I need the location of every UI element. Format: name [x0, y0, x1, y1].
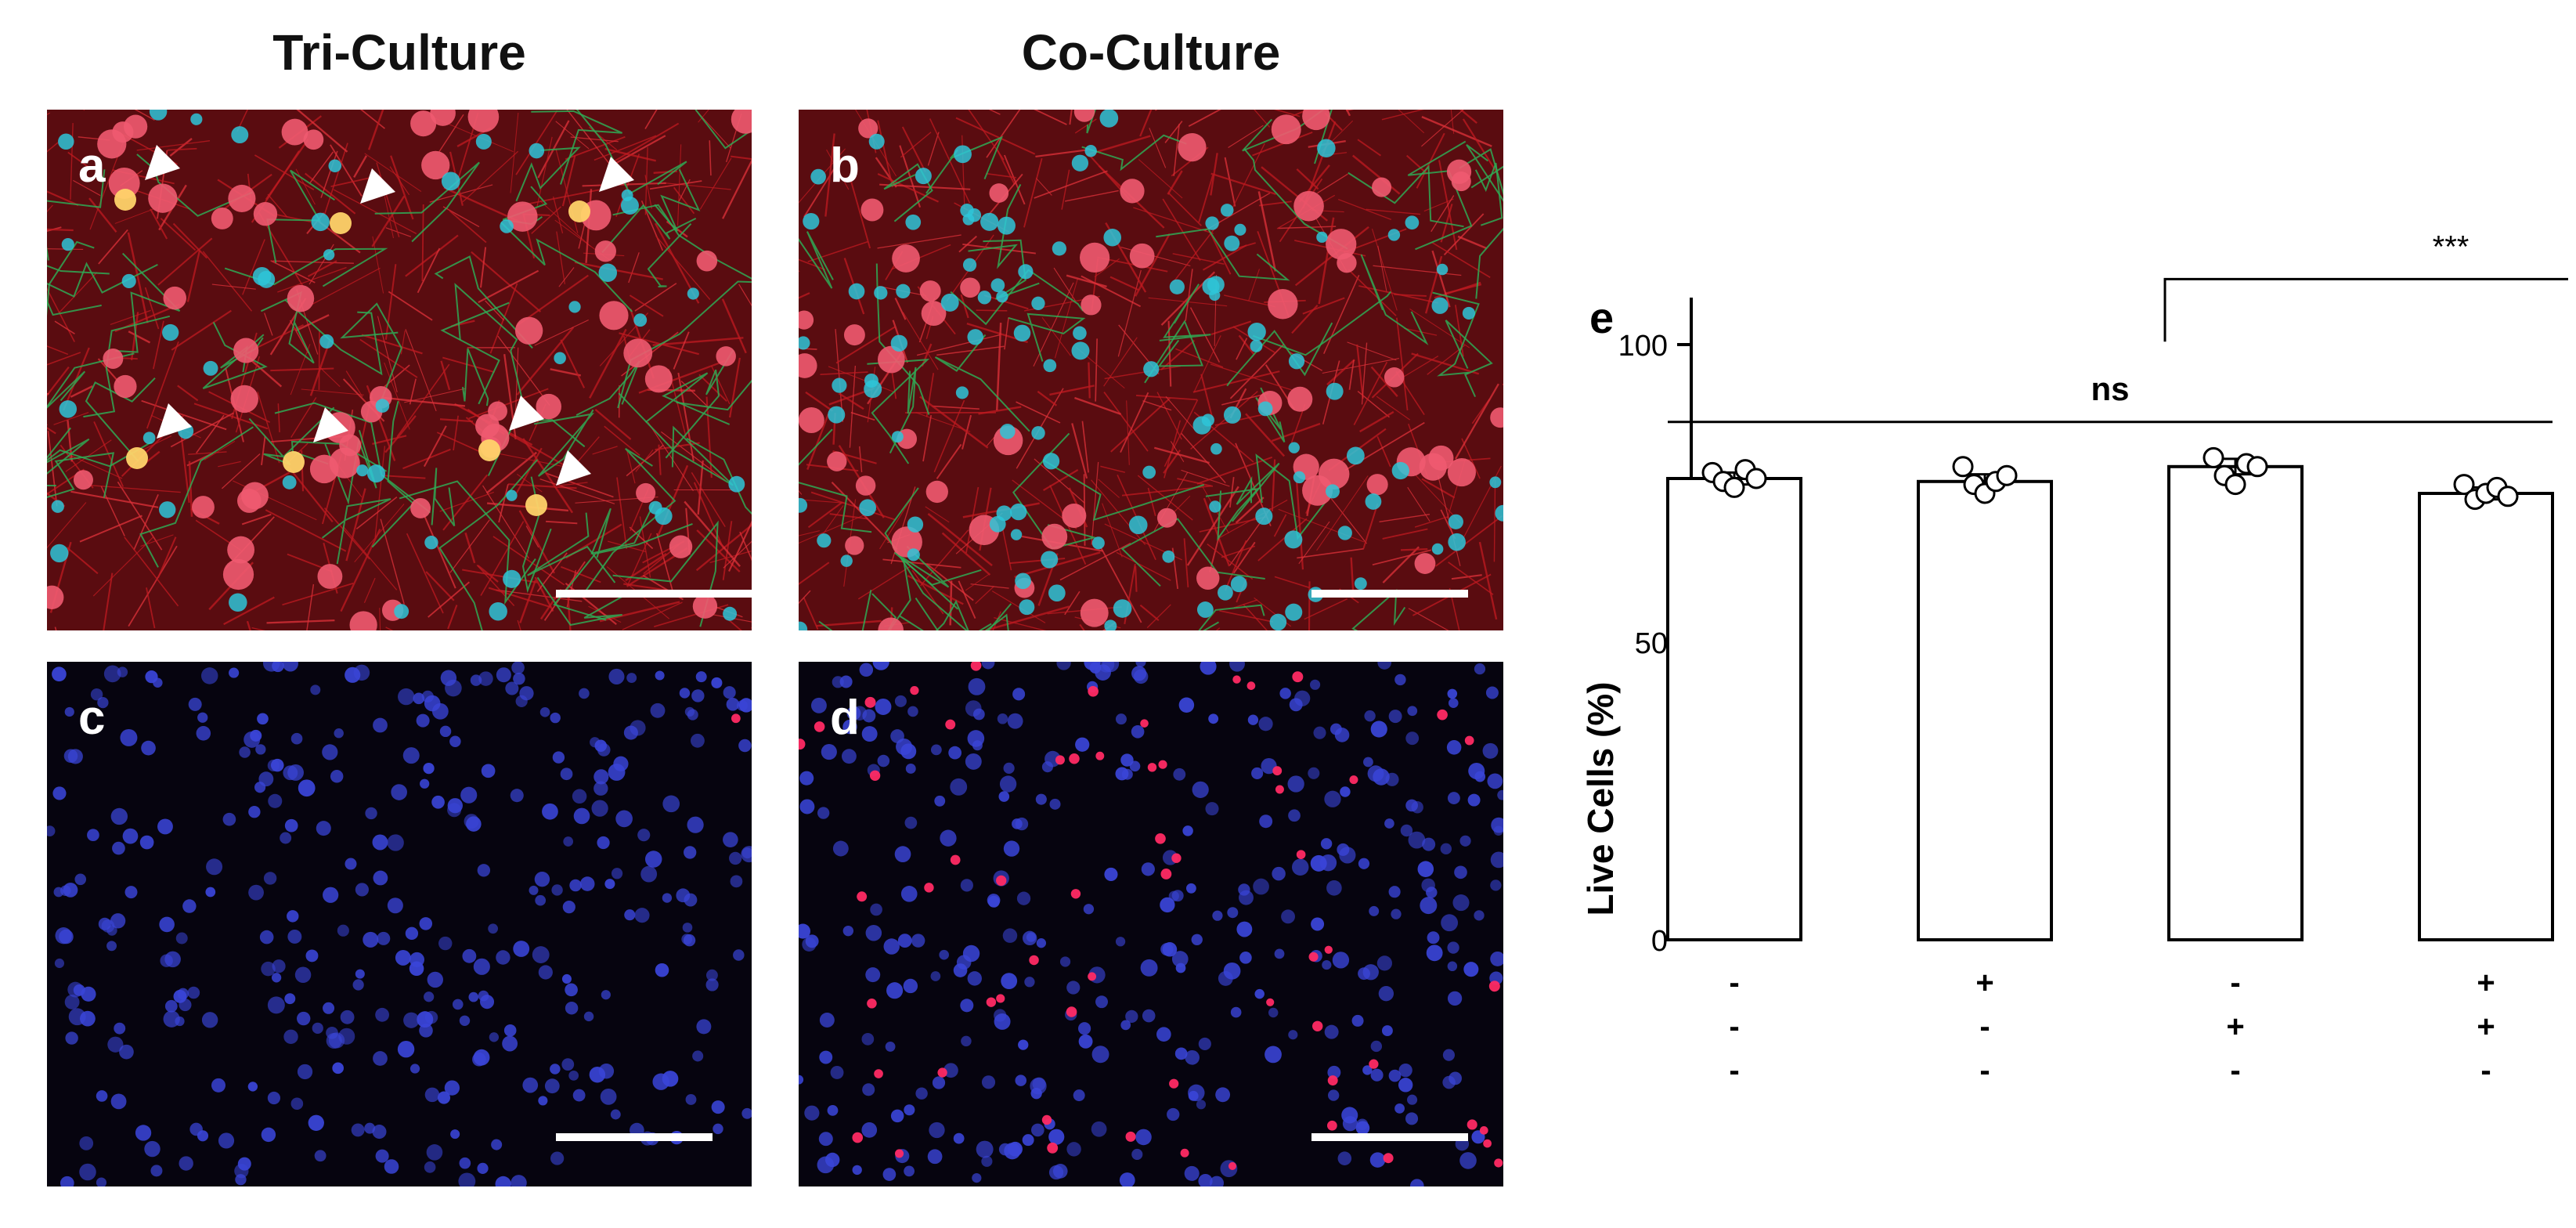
bar [2418, 492, 2554, 941]
tri-culture-title: Tri-Culture [272, 24, 526, 81]
treatment-sign: + [2226, 1009, 2244, 1044]
bar [1666, 477, 1802, 941]
bar [1917, 479, 2053, 941]
panel-b-micrograph: b [799, 110, 1503, 630]
panel-d-letter: d [830, 691, 860, 745]
panel-d-image [799, 662, 1503, 1186]
panel-c-letter: c [78, 691, 106, 745]
y-tick-label: 50 [1635, 627, 1668, 660]
data-point [2453, 474, 2475, 496]
data-point [2246, 456, 2268, 478]
panel-a-image [47, 110, 752, 630]
data-point [2497, 486, 2519, 507]
treatment-matrix: -+-++TGF-β--+++Cholesterol----+IL-34 [1729, 966, 2495, 1088]
y-axis-label: Live Cells (%) [1580, 681, 1621, 916]
panel-b-letter: b [830, 139, 860, 193]
treatment-sign: - [1979, 1053, 1990, 1088]
panel-b-scale-bar [1311, 590, 1468, 598]
treatment-sign: - [1729, 966, 1739, 1000]
ns-label: ns [2091, 370, 2129, 407]
treatment-sign: - [1729, 1009, 1739, 1044]
y-tick-label: 100 [1618, 330, 1668, 363]
significance-brackets: ns *** [1668, 229, 2568, 424]
bars [1666, 446, 2554, 941]
treatment-sign: + [2477, 966, 2495, 1000]
treatment-sign: - [2480, 1053, 2491, 1088]
panel-a-micrograph: a [47, 110, 752, 630]
data-point [1723, 476, 1745, 498]
panel-a-scale-bar [556, 590, 752, 598]
significance-label: *** [2433, 229, 2470, 264]
y-tick-label: 0 [1651, 925, 1668, 958]
significance-bracket [2163, 277, 2568, 342]
treatment-sign: + [1975, 966, 1993, 1000]
data-point [2203, 446, 2224, 468]
treatment-sign: - [2230, 1053, 2240, 1088]
panel-d-micrograph: d [799, 662, 1503, 1186]
data-point [1996, 464, 2018, 486]
data-point [1952, 456, 1974, 478]
panel-c-image [47, 662, 752, 1186]
treatment-sign: + [2477, 1009, 2495, 1044]
data-point [1745, 468, 1767, 489]
data-point [2224, 474, 2246, 496]
panel-a-letter: a [78, 139, 106, 193]
panel-c-micrograph: c [47, 662, 752, 1186]
treatment-sign: - [2230, 966, 2240, 1000]
co-culture-title: Co-Culture [1021, 24, 1281, 81]
panel-b-image [799, 110, 1503, 630]
panel-d-scale-bar [1311, 1133, 1468, 1141]
bar [2167, 464, 2304, 941]
panel-c-scale-bar [556, 1133, 713, 1141]
panel-e-letter: e [1589, 293, 1614, 342]
treatment-sign: - [1729, 1053, 1739, 1088]
treatment-sign: - [1979, 1009, 1990, 1044]
